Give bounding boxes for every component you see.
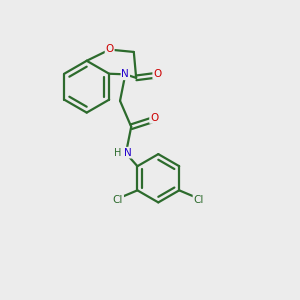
- Text: N: N: [124, 148, 132, 158]
- Text: H: H: [114, 148, 122, 158]
- Text: O: O: [106, 44, 114, 54]
- Text: Cl: Cl: [194, 195, 204, 205]
- Text: Cl: Cl: [113, 195, 123, 205]
- Text: O: O: [153, 69, 161, 79]
- Text: O: O: [150, 113, 158, 123]
- Text: N: N: [122, 69, 129, 79]
